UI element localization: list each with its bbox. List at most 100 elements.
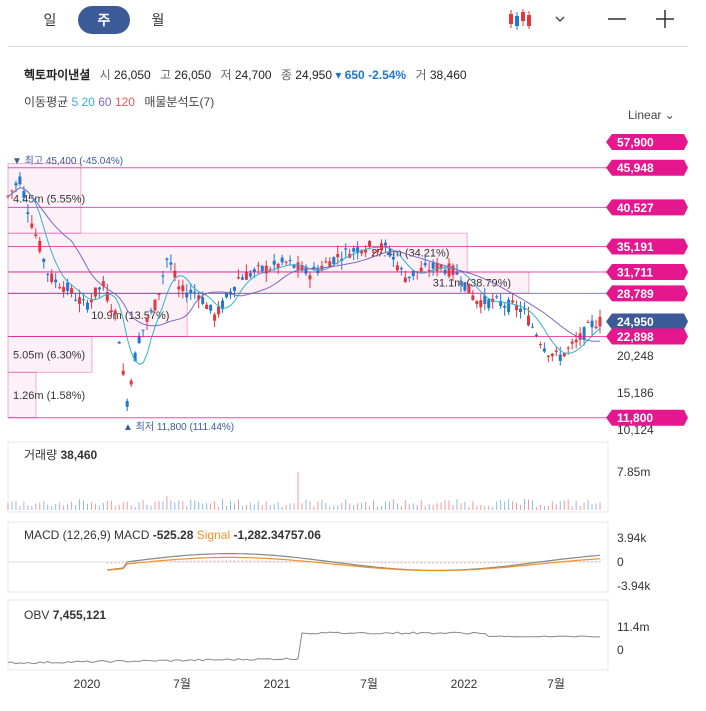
price-layer	[6, 172, 602, 412]
candle-body	[368, 240, 372, 247]
price-axis-tick: 15,186	[617, 386, 654, 400]
scale-label: Linear	[628, 108, 662, 122]
candle-body	[296, 262, 300, 270]
candle-body	[280, 257, 284, 263]
volume-profile-label: 31.1m (38.79%)	[433, 278, 511, 290]
candle-body	[391, 257, 395, 260]
macd-panel	[7, 521, 609, 593]
signal-value: -1,282.34757.06	[233, 528, 321, 542]
macd-axis-tick: 0	[617, 555, 624, 569]
plus-icon[interactable]	[650, 6, 680, 34]
candle-body	[523, 308, 527, 310]
candle-body	[431, 262, 435, 269]
candle-body	[387, 252, 391, 256]
volume-title: 거래량 38,460	[24, 448, 97, 462]
candle-body	[54, 279, 58, 283]
candle-body	[264, 265, 268, 274]
volume-profile-label: 10.9m (13.57%)	[91, 310, 169, 322]
x-axis-tick: 2022	[451, 677, 478, 691]
candle-body	[495, 296, 499, 298]
candle-body	[141, 329, 145, 331]
candle-body	[252, 269, 256, 273]
candle-body	[193, 291, 197, 293]
scale-selector[interactable]: Linear ⌄	[628, 108, 675, 122]
candle-body	[352, 248, 356, 252]
candle-body	[336, 254, 340, 258]
volume-profile-label: 27.4m (34.21%)	[371, 248, 449, 260]
candle-body	[304, 266, 308, 274]
candle-body	[78, 297, 82, 304]
candle-body	[475, 301, 479, 304]
candle-body	[260, 265, 264, 272]
volume-profile-label[interactable]: 매물분석도(7)	[144, 95, 215, 109]
price-level-label: 31,711	[617, 265, 653, 279]
candle-body	[101, 281, 105, 287]
candle-body	[177, 286, 181, 290]
candle-body	[459, 282, 463, 285]
candle-body	[519, 308, 523, 313]
close-value: 24,950	[295, 68, 332, 82]
candle-body	[566, 347, 570, 349]
signal-label: Signal	[197, 528, 234, 542]
candle-body	[185, 292, 189, 298]
chevron-down-icon[interactable]	[548, 6, 578, 34]
price-level-badge	[606, 263, 688, 280]
candle-body	[427, 269, 431, 272]
price-level-badge	[606, 409, 688, 426]
price-level-label: 11,800	[617, 411, 653, 425]
volume-label: 거	[415, 68, 427, 82]
price-level-label: 22,898	[617, 330, 654, 344]
candle-body	[149, 310, 153, 312]
candle-body	[137, 335, 141, 344]
macd-value: -525.28	[153, 528, 197, 542]
period-toolbar: 일 주 월	[0, 0, 706, 46]
price-level-label: 28,789	[617, 287, 654, 301]
candle-body	[554, 350, 558, 352]
candlestick-icon[interactable]	[505, 6, 535, 34]
tab-weekly[interactable]: 주	[78, 6, 130, 34]
candle-body	[344, 248, 348, 250]
x-axis-tick: 7월	[360, 677, 378, 691]
candle-body	[542, 348, 546, 352]
candle-body	[165, 258, 169, 260]
candle-body	[133, 352, 137, 362]
candle-body	[161, 275, 165, 277]
candle-body	[316, 269, 320, 274]
price-axis-tick: 10,124	[617, 423, 654, 437]
candle-body	[81, 299, 85, 301]
volume-profile-layer: 4.45m (5.55%) 27.4m (34.21%) 31.1m (38.79%…	[7, 163, 530, 419]
candle-body	[62, 287, 66, 292]
candle-body	[26, 212, 30, 215]
candle-body	[181, 285, 185, 292]
high-value: 26,050	[174, 68, 212, 82]
candle-body	[22, 191, 26, 198]
candle-body	[515, 305, 519, 311]
tab-daily[interactable]: 일	[43, 12, 57, 28]
candle-body	[570, 341, 574, 344]
candle-body	[483, 295, 487, 305]
price-level-label: 45,948	[617, 161, 654, 175]
candle-body	[308, 275, 312, 280]
volume-profile-bar	[7, 371, 37, 419]
candle-body	[499, 300, 503, 306]
candle-body	[590, 320, 594, 328]
candle-body	[221, 300, 225, 310]
candle-body	[217, 306, 221, 315]
candle-body	[209, 304, 213, 311]
candle-body	[46, 273, 50, 275]
candle-body	[447, 263, 451, 277]
candle-body	[558, 354, 562, 361]
macd-title: MACD (12,26,9) MACD -525.28 Signal -1,28…	[24, 528, 321, 542]
volume-value: 38,460	[429, 68, 467, 82]
candle-body	[236, 277, 240, 279]
candle-body	[328, 261, 332, 268]
ma-label[interactable]: 이동평균	[24, 95, 69, 109]
ma-20: 20	[81, 95, 95, 109]
candle-body	[419, 267, 423, 272]
obv-axis-tick: 11.4m	[617, 620, 649, 634]
candle-body	[189, 289, 193, 294]
tab-monthly[interactable]: 월	[151, 12, 165, 28]
minus-icon[interactable]	[602, 6, 632, 34]
x-axis-tick: 2021	[264, 677, 291, 691]
